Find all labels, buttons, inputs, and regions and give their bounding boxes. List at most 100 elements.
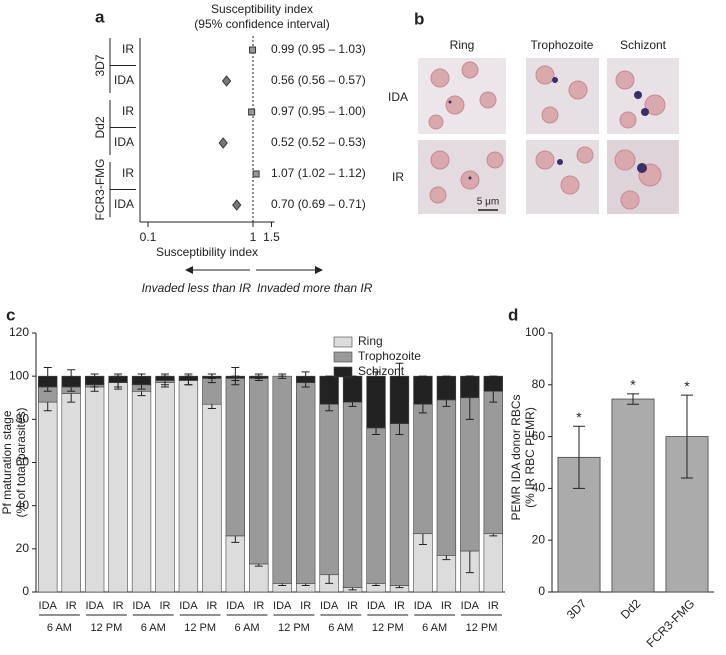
micrographs [418,58,679,214]
bar-segment [225,535,246,593]
y-tick-label: 60 [532,429,546,443]
legend-swatch [333,336,353,348]
time-label: 6 AM [328,622,353,634]
bar-segment [483,375,503,392]
x-tick-label: IR [253,600,264,612]
significance-mark: * [684,378,690,394]
column-label: Schizont [620,38,667,52]
legend-label: Schizont [358,364,405,378]
bar-segment [131,390,152,593]
y-axis-label: Pf maturation stage [0,410,14,514]
y-axis-label: (% IR RBC PEMR) [523,407,537,508]
bar-segment [366,427,386,584]
bar-segment [319,375,339,405]
row-label: IR [122,104,134,118]
x-axis-label: Susceptibility index [156,245,258,259]
row-label: IDA [114,73,134,87]
error-bar [90,373,99,379]
panel-letter: d [508,305,518,324]
time-label: 6 AM [47,622,72,634]
y-tick-label: 80 [16,412,30,426]
bar-segment [460,397,480,552]
error-bar [184,373,193,379]
x-tick-label: IR [441,600,452,612]
point [218,137,228,149]
bar-segment [319,403,339,576]
error-bar [137,373,146,379]
x-tick-label: IR [159,600,170,612]
value-label: 0.56 (0.56 – 0.57) [271,73,366,87]
x-tick-label: 1 [250,230,257,244]
time-label: 12 PM [184,622,216,634]
x-tick-label: IDA [414,600,433,612]
x-tick-label: IDA [367,600,386,612]
scale-bar-label: 5 μm [477,197,499,208]
bar-segment [249,378,269,565]
x-tick-label: IR [394,600,405,612]
header: (95% confidence interval) [194,17,329,31]
legend-swatch [333,366,353,378]
row-label: IR [392,170,404,184]
x-tick-label: IDA [39,600,58,612]
row-label: IDA [388,90,408,104]
bar-segment [366,375,386,429]
x-tick-label: IR [300,600,311,612]
significance-mark: * [630,377,636,393]
panel-letter: c [6,305,15,324]
group-label: 3D7 [93,54,107,76]
bar-segment [436,399,457,556]
x-tick-label: IDA [132,600,151,612]
error-bar [254,373,263,379]
bar-segment [483,533,503,593]
point [252,170,260,178]
time-label: 6 AM [141,622,166,634]
panel-letter: b [414,9,424,28]
y-tick-label: 80 [532,377,546,391]
bar-segment [295,382,316,584]
value-label: 0.52 (0.52 – 0.53) [271,135,366,149]
value-label: 0.97 (0.95 – 1.00) [271,104,366,118]
x-tick-label: 0.1 [140,230,157,244]
error-bar [160,373,169,379]
annotation: Invaded more than IR [257,281,373,295]
panel-letter: a [95,7,105,26]
x-tick-label: IDA [85,600,104,612]
bar-segment [178,380,199,593]
row-label: IR [122,42,134,56]
x-tick-label: IR [113,600,124,612]
x-tick-label: IR [347,600,358,612]
point [249,46,257,54]
error-bar [114,373,123,379]
row-label: IDA [114,197,134,211]
error-bar [372,371,381,381]
y-axis-label: PEMR IDA donor RBCs [509,394,523,520]
column-label: Ring [450,38,475,52]
legend-label: Ring [358,334,383,348]
time-label: 12 PM [90,622,122,634]
x-tick-label: 1.5 [263,230,280,244]
x-tick-label: IDA [320,600,339,612]
annotation: Invaded less than IR [142,281,252,295]
column-label: Trophozoite [531,38,594,52]
x-tick-label: FCR3-FMG [644,596,698,650]
point [232,199,242,211]
error-bar [67,369,76,384]
x-tick-label: IDA [461,600,480,612]
error-bar [627,393,639,405]
row-label: IR [122,166,134,180]
bar-segment [249,563,269,593]
group-label: Dd2 [93,116,107,138]
value-label: 1.07 (1.02 – 1.12) [271,166,366,180]
time-label: 12 PM [466,622,498,634]
bar [611,398,655,593]
y-tick-label: 60 [16,455,30,469]
value-label: 0.70 (0.69 – 0.71) [271,197,366,211]
bar-segment [483,390,503,535]
error-bar [573,425,585,489]
bar-segment [436,375,457,401]
x-tick-label: IR [66,600,77,612]
y-tick-label: 20 [16,541,30,555]
value-label: 0.99 (0.95 – 1.03) [271,42,366,56]
x-tick-label: IR [206,600,217,612]
